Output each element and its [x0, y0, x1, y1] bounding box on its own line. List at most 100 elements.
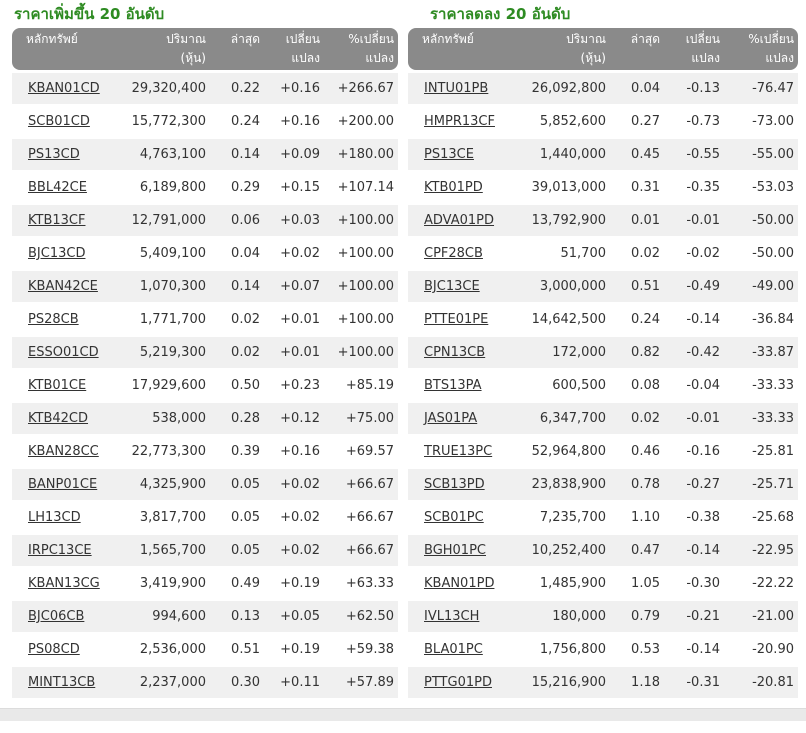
symbol-link[interactable]: BGH01PC — [424, 543, 486, 558]
symbol-link[interactable]: SCB13PD — [424, 477, 485, 492]
symbol-link[interactable]: CPF28CB — [424, 246, 483, 261]
table-row: IVL13CH 180,000 0.79 -0.21 -21.00 — [408, 600, 798, 634]
symbol-link[interactable]: BTS13PA — [424, 378, 482, 393]
table-row: BJC06CB 994,600 0.13 +0.05 +62.50 — [12, 600, 398, 634]
col-header-last: ล่าสุด — [610, 28, 664, 70]
symbol-link[interactable]: INTU01PB — [424, 81, 489, 96]
change-cell: +0.02 — [264, 468, 324, 502]
last-price-cell: 0.79 — [610, 600, 664, 634]
gainers-table-body: KBAN01CD 29,320,400 0.22 +0.16 +266.67 SCB01C… — [12, 70, 398, 733]
pct-change-cell: -33.33 — [724, 369, 798, 403]
symbol-link[interactable]: KBAN01PD — [424, 576, 495, 591]
symbol-link[interactable]: BJC06CB — [28, 609, 85, 624]
symbol-link[interactable]: KBAN42CE — [28, 279, 98, 294]
symbol-link[interactable]: TRUE13PC — [424, 444, 493, 459]
change-cell: -0.02 — [664, 237, 724, 271]
symbol-link[interactable]: ADVA01PD — [424, 213, 495, 228]
pct-change-cell: -50.00 — [724, 204, 798, 238]
change-cell: -0.73 — [664, 105, 724, 139]
symbol-link[interactable]: BJC13CE — [424, 279, 480, 294]
change-cell: -0.31 — [664, 666, 724, 700]
symbol-link[interactable]: BLA01PC — [424, 642, 483, 657]
pct-change-cell: -50.00 — [724, 237, 798, 271]
volume-cell: 3,000,000 — [512, 270, 610, 304]
volume-cell: 13,792,900 — [512, 204, 610, 238]
symbol-link[interactable]: BJC13CD — [28, 246, 86, 261]
change-cell: -0.04 — [664, 369, 724, 403]
symbol-link[interactable]: ESSO01CD — [28, 345, 99, 360]
symbol-cell: PS13CE — [408, 138, 512, 172]
symbol-link[interactable]: IVL13CH — [424, 609, 480, 624]
symbol-cell: BTS13PA — [408, 369, 512, 403]
pct-change-cell: -22.22 — [724, 567, 798, 601]
table-row: KTB13CF 12,791,000 0.06 +0.03 +100.00 — [12, 204, 398, 238]
symbol-link[interactable]: SCB01CD — [28, 114, 90, 129]
symbol-cell: PTTE01PE — [408, 303, 512, 337]
pct-change-cell: +75.00 — [324, 402, 398, 436]
symbol-link[interactable]: PS13CD — [28, 147, 80, 162]
symbol-link[interactable]: PS08CD — [28, 642, 80, 657]
bottom-scroll-area — [0, 708, 806, 721]
symbol-cell: SCB13PD — [408, 468, 512, 502]
change-cell: +0.16 — [264, 435, 324, 469]
pct-change-cell: +100.00 — [324, 237, 398, 271]
symbol-link[interactable]: KTB01CE — [28, 378, 87, 393]
table-row: PTTG01PD 15,216,900 1.18 -0.31 -20.81 — [408, 666, 798, 700]
volume-cell: 5,409,100 — [116, 237, 210, 271]
symbol-link[interactable]: MINT13CB — [28, 675, 96, 690]
symbol-link[interactable]: KTB13CF — [28, 213, 86, 228]
symbol-link[interactable]: SCB01PC — [424, 510, 484, 525]
symbol-cell: BANP01CE — [12, 468, 116, 502]
change-cell: -0.14 — [664, 303, 724, 337]
symbol-link[interactable]: JAS01PA — [424, 411, 478, 426]
pct-change-cell: -76.47 — [724, 73, 798, 106]
last-price-cell: 0.51 — [610, 270, 664, 304]
volume-cell: 51,700 — [512, 237, 610, 271]
symbol-link[interactable]: PTTE01PE — [424, 312, 489, 327]
symbol-link[interactable]: PS28CB — [28, 312, 79, 327]
last-price-cell: 0.22 — [210, 73, 264, 106]
table-row: SCB01PC 7,235,700 1.10 -0.38 -25.68 — [408, 501, 798, 535]
table-row: PS08CD 2,536,000 0.51 +0.19 +59.38 — [12, 633, 398, 667]
col-header-volume: ปริมาณ (หุ้น) — [512, 28, 610, 70]
change-cell: +0.16 — [264, 73, 324, 106]
last-price-cell: 0.13 — [210, 600, 264, 634]
symbol-link[interactable]: LH13CD — [28, 510, 81, 525]
symbol-link[interactable]: KTB01PD — [424, 180, 483, 195]
change-cell: +0.15 — [264, 171, 324, 205]
symbol-cell: BJC13CD — [12, 237, 116, 271]
table-row: IRPC13CE 1,565,700 0.05 +0.02 +66.67 — [12, 534, 398, 568]
col-header-symbol: หลักทรัพย์ — [12, 28, 116, 70]
symbol-link[interactable]: KTB42CD — [28, 411, 89, 426]
symbol-link[interactable]: KBAN28CC — [28, 444, 99, 459]
symbol-link[interactable]: BANP01CE — [28, 477, 98, 492]
volume-cell: 15,216,900 — [512, 666, 610, 700]
gainers-table: หลักทรัพย์ ปริมาณ (หุ้น) ล่าสุด เปลี่ยน แป… — [12, 28, 398, 733]
table-row: BJC13CD 5,409,100 0.04 +0.02 +100.00 — [12, 237, 398, 271]
change-cell: -0.14 — [664, 633, 724, 667]
last-price-cell: 0.29 — [210, 171, 264, 205]
pct-change-cell: -49.00 — [724, 270, 798, 304]
last-price-cell: 0.51 — [210, 633, 264, 667]
symbol-cell: KBAN01PD — [408, 567, 512, 601]
last-price-cell: 0.39 — [210, 435, 264, 469]
change-cell: +0.11 — [264, 666, 324, 700]
pct-change-cell: -22.95 — [724, 534, 798, 568]
symbol-link[interactable]: HMPR13CF — [424, 114, 495, 129]
table-row: CPN13CB 172,000 0.82 -0.42 -33.87 — [408, 336, 798, 370]
volume-cell: 600,500 — [512, 369, 610, 403]
symbol-link[interactable]: PTTG01PD — [424, 675, 492, 690]
symbol-link[interactable]: CPN13CB — [424, 345, 486, 360]
volume-cell: 994,600 — [116, 600, 210, 634]
volume-cell: 172,000 — [512, 336, 610, 370]
symbol-link[interactable]: IRPC13CE — [28, 543, 92, 558]
volume-cell: 1,485,900 — [512, 567, 610, 601]
symbol-cell: BBL42CE — [12, 171, 116, 205]
symbol-link[interactable]: KBAN13CG — [28, 576, 100, 591]
change-cell: +0.19 — [264, 567, 324, 601]
volume-cell: 1,070,300 — [116, 270, 210, 304]
symbol-link[interactable]: KBAN01CD — [28, 81, 100, 96]
symbol-link[interactable]: PS13CE — [424, 147, 474, 162]
symbol-cell: CPN13CB — [408, 336, 512, 370]
symbol-link[interactable]: BBL42CE — [28, 180, 87, 195]
